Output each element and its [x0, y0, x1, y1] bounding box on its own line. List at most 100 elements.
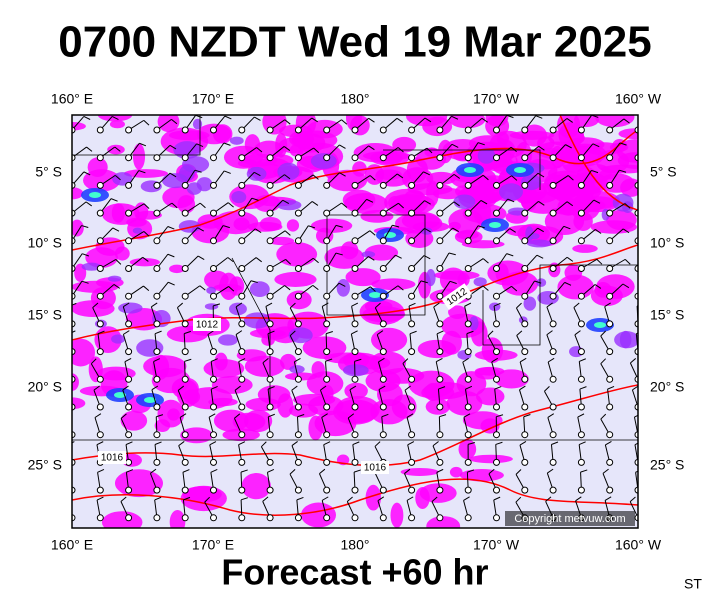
barb-station [351, 292, 359, 300]
barb-feather [493, 496, 501, 501]
barb-station [521, 265, 529, 272]
barb-feather [592, 143, 600, 148]
barb-feather [537, 172, 545, 178]
lon-label-bottom: 170° W [473, 537, 520, 553]
barb-feather [228, 286, 235, 292]
barb-feather [110, 198, 118, 202]
barb-feather [124, 358, 132, 363]
rain-area [499, 183, 523, 201]
barb-feather [194, 169, 202, 173]
rain-area [469, 316, 479, 331]
barb-station [351, 458, 359, 466]
barb-feather [85, 201, 93, 207]
barb-feather [368, 256, 375, 261]
barb-staff [637, 157, 638, 158]
barb-station [549, 431, 557, 439]
barb-feather [547, 357, 555, 363]
barb-feather [208, 413, 216, 418]
barb-station [549, 237, 557, 245]
barb-feather [143, 231, 150, 237]
isobar [72, 478, 638, 516]
barb-feather [567, 175, 574, 181]
barb-feather [495, 441, 503, 445]
rain-area [129, 258, 160, 267]
barb-station [521, 209, 529, 217]
barb-station [125, 237, 133, 245]
barb-feather [435, 358, 443, 363]
barb-feather [604, 302, 611, 308]
barb-feather [519, 441, 527, 446]
barb-station [153, 403, 161, 411]
barb-feather [635, 470, 638, 473]
barb-station [464, 486, 472, 494]
barb-station [436, 348, 444, 356]
barb-station [96, 403, 104, 411]
barb-feather [341, 119, 348, 125]
barb-station [323, 181, 331, 189]
barb-feather [600, 413, 607, 420]
barb-feather [651, 200, 657, 203]
barb-station [294, 486, 302, 494]
rain-area [120, 410, 148, 431]
barb-station [323, 320, 331, 328]
barb-station [181, 375, 189, 383]
barb-feather [420, 280, 428, 284]
barb-station [379, 348, 387, 356]
barb-station [96, 292, 104, 300]
barb-feather [97, 330, 105, 335]
barb-feather [182, 469, 190, 473]
barb-station [606, 403, 614, 411]
label-box [361, 461, 389, 474]
barb-feather [311, 117, 318, 123]
barb-station [493, 375, 500, 383]
barb-feather [566, 118, 573, 123]
barb-feather [168, 281, 175, 286]
barb-feather [284, 230, 291, 236]
barb-feather [652, 118, 658, 122]
rain-area [573, 115, 600, 128]
barb-feather [577, 413, 585, 418]
rain-area [380, 367, 425, 384]
barb-station [436, 126, 444, 134]
barb-station [153, 126, 161, 134]
barb-feather [268, 413, 275, 418]
barb-feather [392, 224, 400, 228]
barb-feather [602, 468, 609, 474]
barb-feather [619, 142, 627, 146]
barb-station [266, 431, 274, 439]
barb-feather [123, 302, 130, 308]
barb-feather [376, 330, 384, 336]
rain-area [286, 290, 312, 310]
barb-feather [426, 147, 433, 154]
barb-station [521, 403, 529, 411]
barb-feather [409, 330, 417, 335]
barb-feather [284, 285, 291, 291]
barb-station [323, 375, 331, 383]
rain-area [400, 467, 439, 476]
barb-feather [267, 386, 275, 390]
barb-station [464, 154, 472, 162]
barb-station [96, 126, 104, 134]
barb-feather [566, 256, 574, 262]
rain-area [480, 418, 500, 434]
barb-station [549, 126, 557, 134]
barb-feather [319, 468, 326, 475]
barb-feather [93, 385, 100, 391]
map-frame [71, 114, 639, 529]
barb-station [606, 181, 614, 189]
barb-feather [83, 116, 91, 120]
barb-station [238, 431, 246, 439]
barb-feather [311, 201, 319, 206]
barb-feather [377, 496, 385, 502]
rain-area [204, 270, 229, 289]
isobar [72, 129, 638, 251]
boundary [72, 115, 638, 441]
barb-station [266, 265, 274, 272]
barb-feather [453, 201, 460, 207]
barb-feather [267, 330, 275, 335]
barb-station [493, 209, 500, 217]
barb-feather [634, 442, 638, 446]
barb-feather [580, 469, 588, 473]
barb-feather [122, 385, 129, 391]
barb-station [266, 375, 274, 383]
